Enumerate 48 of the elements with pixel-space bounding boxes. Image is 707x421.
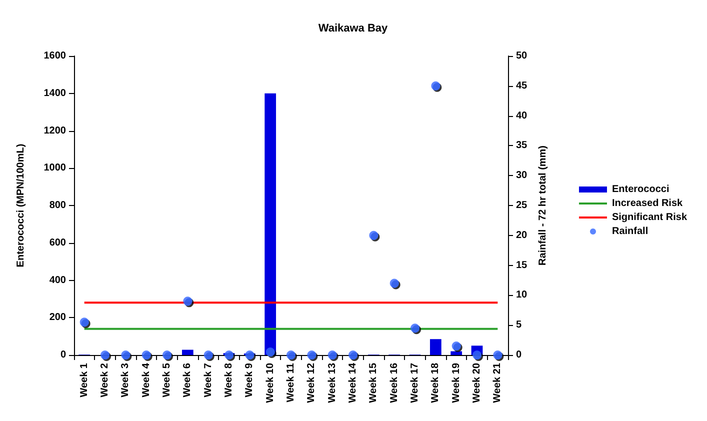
y2-tick-label: 35 xyxy=(516,140,528,152)
x-tick-label: Week 6 xyxy=(182,362,194,398)
y2-tick-label: 25 xyxy=(516,200,528,211)
x-tick-label: Week 11 xyxy=(286,362,296,402)
y2-tick-label: 45 xyxy=(516,80,528,92)
y-tick-label: 1200 xyxy=(44,125,66,136)
y2-tick-label: 20 xyxy=(516,230,528,241)
x-tick-label: Week 10 xyxy=(264,362,276,403)
x-tick-label: Week 17 xyxy=(410,362,420,403)
x-tick-label: Week 21 xyxy=(492,362,504,403)
x-tick-label: Week 4 xyxy=(140,362,152,398)
y2-tick-label: 50 xyxy=(516,50,528,62)
x-tick-label: Week 8 xyxy=(224,362,234,398)
x-tick-label: Week 16 xyxy=(388,362,400,403)
y2-tick-label: 30 xyxy=(516,170,528,182)
y2-axis-title: Rainfall - 72 hr total (mm) xyxy=(538,145,549,266)
x-tick-label: Week 3 xyxy=(120,362,132,398)
x-tick-label: Week 18 xyxy=(430,362,442,403)
y-axis-title: Enterococci (MPN/100mL) xyxy=(16,144,26,268)
y-tick-label: 1400 xyxy=(44,88,66,99)
y-tick-label: 200 xyxy=(49,312,66,324)
chart-title: Waikawa Bay xyxy=(318,22,389,34)
y-tick-label: 1000 xyxy=(44,162,66,174)
y-tick-label: 600 xyxy=(49,237,66,248)
x-tick-label: Week 14 xyxy=(348,362,358,403)
x-tick-label: Week 5 xyxy=(162,362,172,398)
x-tick-label: Week 1 xyxy=(78,362,90,398)
y-tick-label: 1600 xyxy=(44,50,66,62)
x-tick-label: Week 15 xyxy=(368,362,380,403)
x-tick-label: Week 19 xyxy=(450,362,462,403)
y-tick-label: 0 xyxy=(60,350,66,360)
y2-tick-label: 10 xyxy=(516,290,528,301)
y2-tick-label: 15 xyxy=(516,260,528,271)
legend-label: Increased Risk xyxy=(612,198,684,209)
y2-tick-label: 0 xyxy=(516,350,522,360)
legend-label: Rainfall xyxy=(612,226,648,237)
x-tick-label: Week 20 xyxy=(472,362,482,403)
legend-label: Enterococci xyxy=(612,184,670,195)
x-tick-label: Week 12 xyxy=(306,362,318,403)
y2-tick-label: 5 xyxy=(516,320,522,331)
y-tick-label: 400 xyxy=(49,274,66,286)
x-tick-label: Week 13 xyxy=(326,362,338,403)
x-tick-label: Week 7 xyxy=(202,362,214,398)
y2-tick-label: 40 xyxy=(516,110,528,122)
legend-label: Significant Risk xyxy=(612,212,688,223)
x-tick-label: Week 9 xyxy=(244,362,256,398)
x-tick-label: Week 2 xyxy=(100,362,110,398)
y-tick-label: 800 xyxy=(49,200,66,211)
